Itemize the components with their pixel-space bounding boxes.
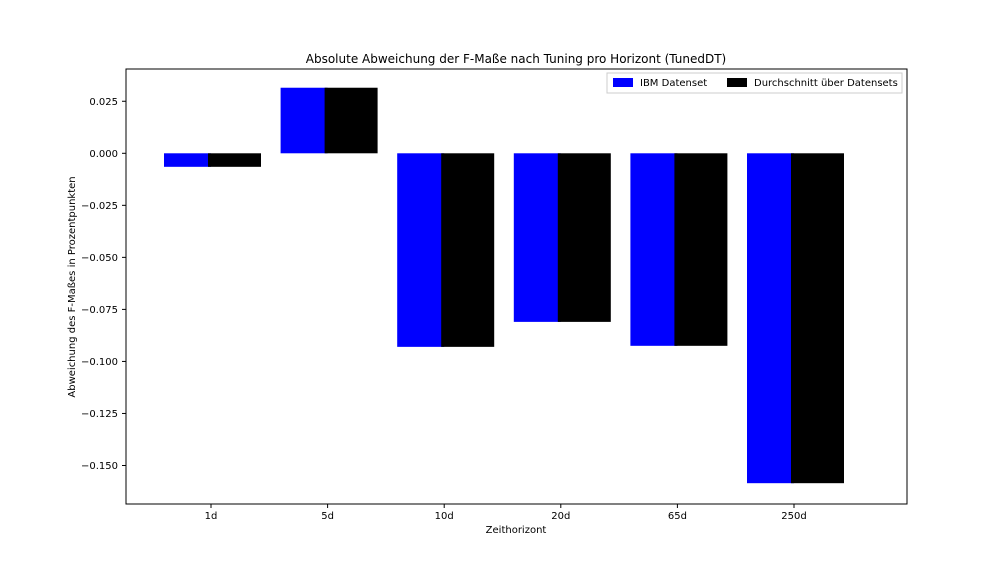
y-axis-label: Abweichung des F-Maßes in Prozentpunkten: [67, 176, 78, 397]
y-tick-label: −0.125: [81, 409, 118, 420]
y-tick-label: −0.100: [81, 357, 118, 368]
y-tick-label: −0.075: [81, 305, 118, 316]
y-axis: 0.025 0.000 −0.025 −0.050 −0.075 −0.100 −0.125…: [81, 97, 126, 472]
legend-swatch-ibm: [613, 78, 633, 87]
bar-ibm-250d: [747, 153, 794, 484]
y-tick-label: 0.000: [89, 149, 118, 160]
x-tick-label: 1d: [205, 511, 218, 522]
x-tick-label: 65d: [668, 511, 687, 522]
x-tick-label: 10d: [435, 511, 454, 522]
y-tick-label: 0.025: [89, 97, 118, 108]
x-tick-label: 250d: [781, 511, 806, 522]
bar-ibm-20d: [513, 153, 561, 322]
bar-ibm-1d: [164, 153, 211, 167]
bar-average-10d: [441, 153, 495, 347]
legend-swatch-average: [727, 78, 747, 87]
bar-ibm-10d: [397, 153, 445, 347]
x-tick-label: 20d: [551, 511, 570, 522]
bar-ibm-65d: [630, 153, 678, 346]
legend-label-ibm: IBM Datenset: [640, 78, 707, 89]
bar-average-65d: [674, 153, 728, 346]
bar-ibm-5d: [280, 87, 328, 154]
plot-frame: [125, 68, 908, 505]
bars-layer: [164, 87, 844, 484]
chart-title: Absolute Abweichung der F-Maße nach Tuni…: [306, 52, 726, 66]
y-tick-label: −0.025: [81, 201, 118, 212]
bar-average-5d: [324, 87, 378, 154]
legend: IBM Datenset Durchschnitt über Datensets: [606, 72, 903, 94]
x-axis-label: Zeithorizont: [486, 525, 547, 536]
bar-average-1d: [208, 153, 261, 167]
x-axis: 1d 5d 10d 20d 65d 250d: [205, 504, 807, 522]
legend-box: [606, 72, 903, 94]
y-tick-label: −0.050: [81, 253, 118, 264]
bar-average-20d: [557, 153, 611, 322]
bar-average-250d: [791, 153, 844, 484]
legend-label-average: Durchschnitt über Datensets: [754, 78, 898, 89]
x-tick-label: 5d: [321, 511, 334, 522]
y-tick-label: −0.150: [81, 461, 118, 472]
